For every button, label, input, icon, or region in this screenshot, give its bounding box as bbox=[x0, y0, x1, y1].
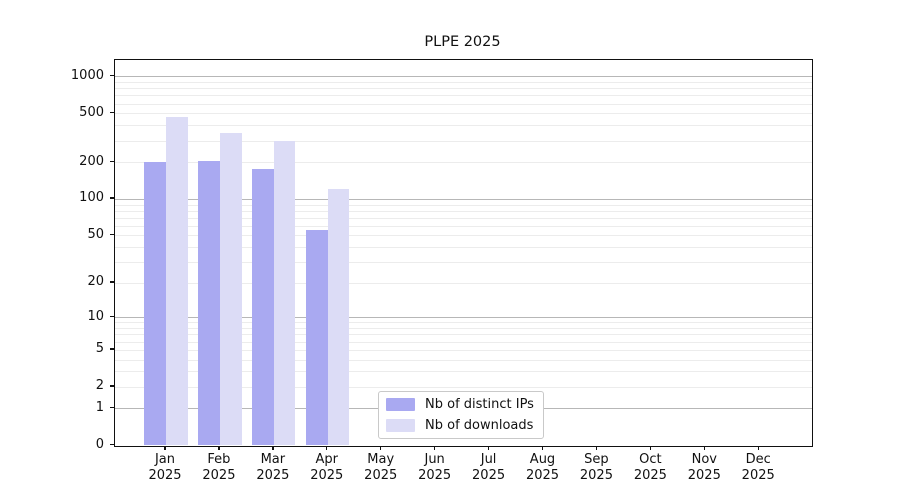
x-tick-label-dec: Dec 2025 bbox=[741, 451, 775, 484]
x-tick-mark bbox=[218, 446, 220, 450]
x-tick-mark bbox=[164, 446, 166, 450]
x-tick-label-may: May 2025 bbox=[364, 451, 398, 484]
x-tick-mark bbox=[757, 446, 759, 450]
x-tick-mark bbox=[541, 446, 544, 450]
gridline-minor bbox=[115, 235, 812, 237]
gridline-minor bbox=[115, 95, 812, 97]
legend-label: Nb of downloads bbox=[425, 418, 534, 433]
y-tick-mark bbox=[110, 385, 114, 387]
y-tick-label: 50 bbox=[87, 226, 104, 242]
y-tick-mark bbox=[110, 281, 114, 283]
x-tick-label-jun: Jun 2025 bbox=[418, 451, 452, 484]
x-tick-label-jan: Jan 2025 bbox=[148, 451, 182, 484]
gridline-minor bbox=[115, 386, 812, 388]
gridline-minor bbox=[115, 225, 812, 227]
y-tick-mark bbox=[110, 233, 114, 236]
y-tick-label: 200 bbox=[79, 153, 104, 169]
legend: Nb of distinct IPs Nb of downloads bbox=[378, 391, 544, 439]
bar-distinct-ips-apr bbox=[306, 230, 328, 446]
chart-title: PLPE 2025 bbox=[424, 34, 501, 50]
legend-item: Nb of distinct IPs bbox=[379, 397, 543, 413]
gridline-minor bbox=[115, 262, 812, 264]
gridline-minor bbox=[115, 140, 812, 142]
gridline-minor bbox=[115, 82, 812, 84]
legend-item: Nb of downloads bbox=[379, 418, 543, 434]
y-tick-label: 100 bbox=[79, 190, 104, 206]
gridline-major bbox=[115, 198, 812, 200]
x-tick-label-jul: Jul 2025 bbox=[472, 451, 506, 484]
legend-label: Nb of distinct IPs bbox=[425, 397, 534, 412]
y-tick-label: 20 bbox=[87, 274, 104, 290]
gridline-minor bbox=[115, 371, 812, 373]
x-tick-label-sep: Sep 2025 bbox=[579, 451, 613, 484]
gridline-minor bbox=[115, 341, 812, 343]
x-tick-mark bbox=[649, 446, 652, 450]
y-tick-mark bbox=[110, 160, 114, 162]
x-tick-label-feb: Feb 2025 bbox=[202, 451, 236, 484]
x-tick-label-apr: Apr 2025 bbox=[310, 451, 344, 484]
y-tick-mark bbox=[110, 348, 114, 350]
gridline-minor bbox=[115, 334, 812, 336]
gridline-minor bbox=[115, 103, 812, 105]
bar-downloads-jan bbox=[166, 116, 188, 446]
bar-distinct-ips-mar bbox=[252, 169, 274, 446]
y-tick-mark bbox=[110, 406, 114, 409]
x-tick-mark bbox=[487, 446, 490, 450]
y-tick-label: 500 bbox=[79, 104, 104, 120]
y-tick-mark bbox=[110, 197, 114, 199]
bar-distinct-ips-jan bbox=[144, 162, 166, 446]
gridline-minor bbox=[115, 113, 812, 115]
y-tick-mark bbox=[110, 315, 114, 318]
gridline-minor bbox=[115, 247, 812, 249]
gridline-minor bbox=[115, 125, 812, 127]
x-tick-mark bbox=[595, 446, 598, 450]
y-tick-label: 2 bbox=[95, 378, 104, 394]
gridline-major bbox=[115, 317, 812, 319]
gridline-minor bbox=[115, 322, 812, 324]
bar-downloads-mar bbox=[273, 140, 296, 446]
gridline-minor bbox=[115, 328, 812, 330]
y-tick-label: 0 bbox=[95, 437, 104, 452]
y-tick-mark bbox=[110, 444, 114, 446]
y-tick-label: 1000 bbox=[70, 67, 104, 83]
x-tick-label-mar: Mar 2025 bbox=[256, 451, 290, 484]
gridline-minor bbox=[115, 217, 812, 219]
x-tick-mark bbox=[434, 446, 436, 450]
x-tick-mark bbox=[326, 446, 328, 450]
legend-swatch-icon bbox=[386, 398, 415, 411]
x-tick-label-nov: Nov 2025 bbox=[687, 451, 721, 484]
x-tick-mark bbox=[703, 446, 705, 450]
gridline-major bbox=[115, 76, 812, 78]
bar-distinct-ips-feb bbox=[198, 160, 220, 446]
gridline-minor bbox=[115, 359, 812, 361]
gridline-minor bbox=[115, 204, 812, 206]
x-tick-label-aug: Aug 2025 bbox=[525, 451, 560, 484]
bar-downloads-feb bbox=[219, 133, 242, 446]
y-tick-mark bbox=[110, 111, 114, 114]
gridline-minor bbox=[115, 282, 812, 284]
y-tick-label: 10 bbox=[87, 308, 104, 324]
x-tick-mark bbox=[380, 446, 382, 450]
y-tick-label: 5 bbox=[95, 341, 104, 357]
legend-swatch-icon bbox=[386, 419, 415, 432]
x-tick-mark bbox=[272, 446, 274, 450]
gridline-minor bbox=[115, 210, 812, 212]
gridline-minor bbox=[115, 162, 812, 164]
plot-area bbox=[114, 59, 813, 447]
y-tick-mark bbox=[110, 74, 114, 77]
gridline-minor bbox=[115, 349, 812, 351]
gridline-minor bbox=[115, 88, 812, 90]
bar-downloads-apr bbox=[327, 189, 350, 446]
x-tick-label-oct: Oct 2025 bbox=[633, 451, 667, 484]
y-tick-label: 1 bbox=[95, 399, 104, 415]
